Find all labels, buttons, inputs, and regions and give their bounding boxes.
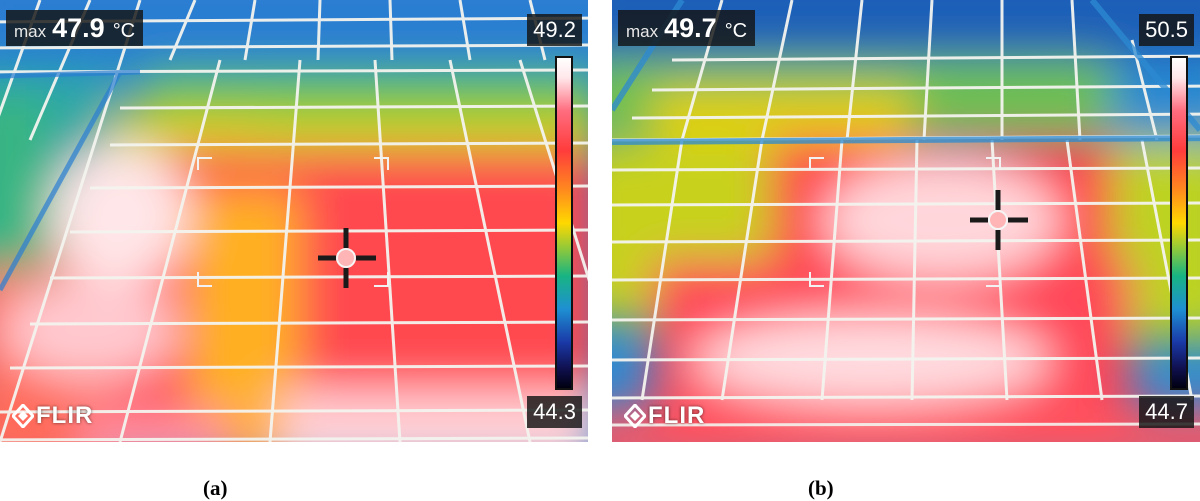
thermal-scene-a [0,0,588,442]
max-label: max [14,22,47,41]
scale-max-a: 49.2 [527,14,582,46]
crosshair-icon [970,190,1028,250]
thermal-image-b: max 49.7 °C 50.5 44.7 FLIR [612,0,1200,442]
max-temperature-readout-b: max 49.7 °C [618,10,756,46]
caption-b: (b) [808,476,834,500]
temperature-unit: °C [112,20,136,42]
max-value: 47.9 [52,13,105,43]
thermal-scene-b [612,0,1200,442]
flir-logo-a: FLIR [12,402,93,430]
scale-min-a: 44.3 [527,396,582,428]
max-temperature-readout-a: max 47.9 °C [6,10,144,46]
measurement-box-a [197,157,389,287]
flir-logo-text: FLIR [648,402,706,429]
flir-logo-b: FLIR [624,402,705,430]
color-scale-bar-a [555,56,573,390]
max-label: max [626,22,659,41]
flir-logo-text: FLIR [36,402,94,429]
flir-logo-icon [12,404,34,428]
caption-a: (a) [203,476,228,500]
color-scale-bar-b [1170,56,1188,390]
temperature-unit: °C [724,20,748,42]
scale-max-b: 50.5 [1139,14,1194,46]
measurement-box-b [809,157,1001,287]
thermal-image-a: max 47.9 °C 49.2 44.3 FLIR [0,0,588,442]
flir-logo-icon [624,404,646,428]
max-value: 49.7 [664,13,717,43]
crosshair-icon [318,228,376,288]
scale-min-b: 44.7 [1139,396,1194,428]
